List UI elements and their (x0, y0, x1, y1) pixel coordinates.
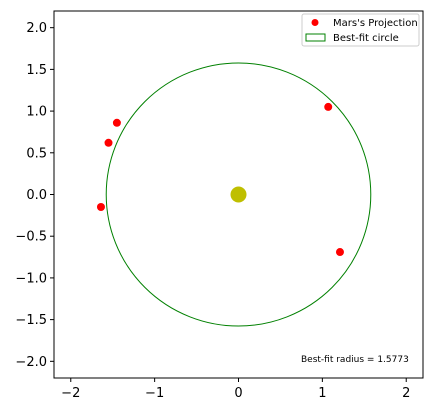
y-tick-label: 0.0 (26, 188, 47, 203)
x-axis-ticks: −2 −1 0 1 2 (61, 378, 410, 401)
x-tick-label: −2 (61, 386, 80, 401)
x-tick-label: 2 (402, 386, 410, 401)
legend-label-mars-projection: Mars's Projection (333, 18, 418, 29)
y-tick-label: 2.0 (26, 21, 47, 36)
best-fit-circle (105, 62, 372, 327)
y-tick-label: 1.5 (26, 63, 47, 78)
plot-marks (96, 62, 372, 327)
mars-projection-point (104, 138, 113, 147)
legend: Mars's Projection Best-fit circle (301, 13, 420, 47)
annotation-best-fit-radius: Best-fit radius = 1.5773 (301, 355, 409, 365)
y-tick-label: 1.0 (26, 105, 47, 120)
y-tick-label: −0.5 (15, 230, 47, 245)
mars-projection-point (96, 203, 105, 212)
legend-marker-mars-projection (311, 19, 319, 26)
x-tick-label: −1 (145, 386, 164, 401)
mars-projection-point (324, 102, 333, 111)
x-tick-label: 1 (318, 386, 326, 401)
legend-marker-best-fit-circle (305, 33, 326, 42)
y-tick-label: −1.5 (15, 313, 47, 328)
center-marker (230, 186, 247, 203)
y-axis-ticks: −2.0 −1.5 −1.0 −0.5 0.0 0.5 1.0 1.5 2.0 (15, 21, 54, 370)
y-tick-label: −2.0 (15, 355, 47, 370)
legend-label-best-fit-circle: Best-fit circle (333, 33, 399, 44)
x-tick-label: 0 (234, 386, 242, 401)
mars-projection-point (112, 118, 121, 127)
y-tick-label: 0.5 (26, 146, 47, 161)
mars-projection-point (335, 248, 344, 257)
legend-box (301, 13, 420, 47)
y-tick-label: −1.0 (15, 271, 47, 286)
